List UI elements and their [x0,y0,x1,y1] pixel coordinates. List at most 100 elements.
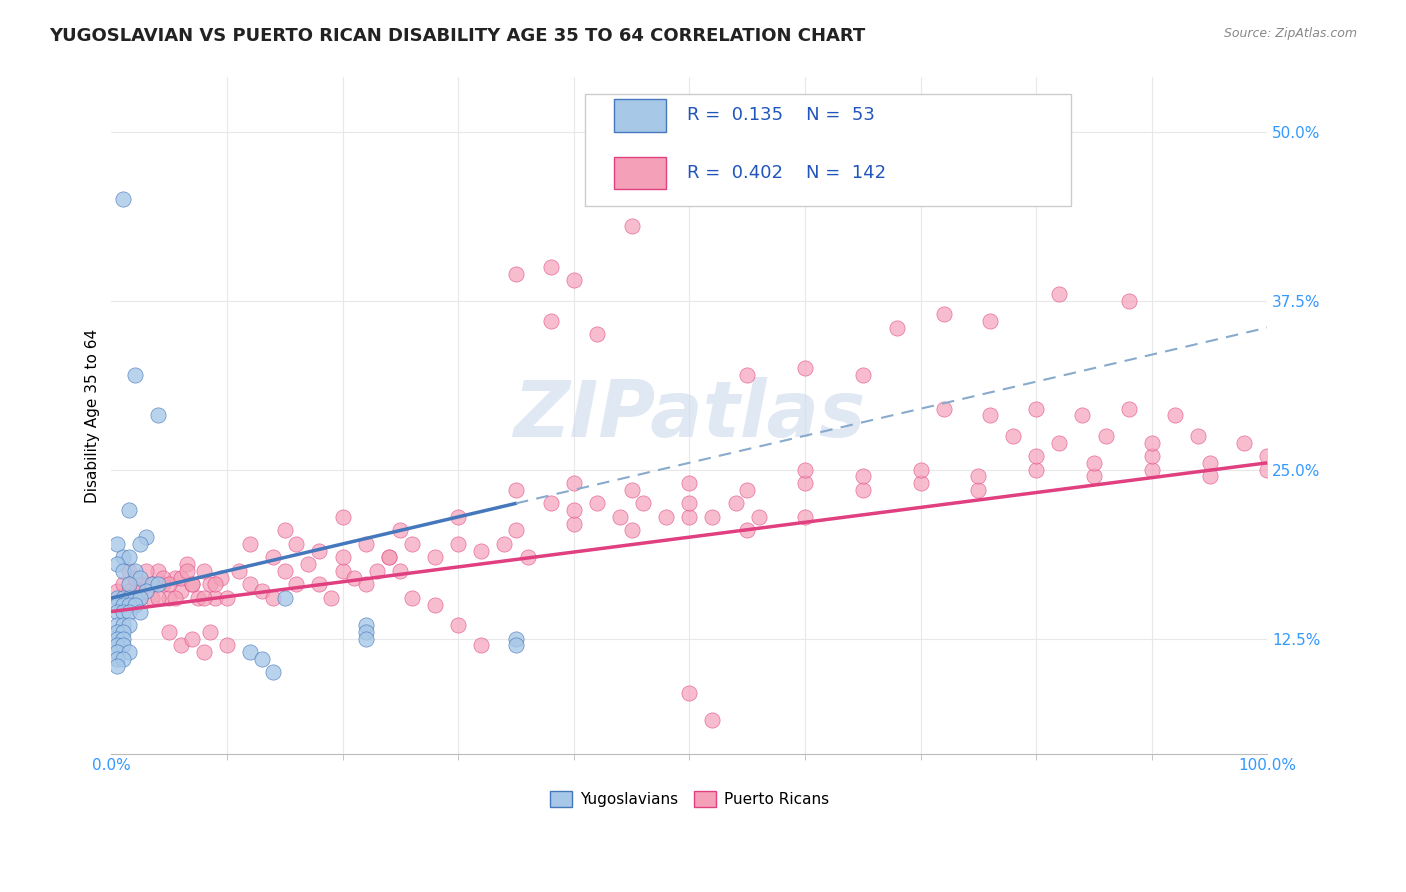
Point [910,476,932,491]
Point [105,558,128,572]
Point [163,571,186,585]
Point [105,537,128,551]
Point [105,584,128,599]
Point [1002,429,1025,443]
Point [129,537,152,551]
Point [118,564,141,578]
Point [1047,435,1070,450]
Point [111,564,134,578]
Point [105,618,128,632]
Point [187,591,209,605]
Point [447,618,470,632]
Point [157,577,180,591]
Point [505,524,527,538]
Point [494,537,516,551]
Point [105,658,128,673]
Point [181,577,204,591]
Point [135,584,157,599]
Point [274,564,297,578]
Point [111,598,134,612]
FancyBboxPatch shape [614,156,666,189]
Text: ZIPatlas: ZIPatlas [513,377,866,453]
Point [678,476,700,491]
Point [1025,401,1047,416]
Point [157,591,180,605]
Point [332,509,354,524]
Point [1118,293,1140,308]
Point [129,591,152,605]
Point [354,632,377,646]
Point [1140,435,1163,450]
Point [1025,449,1047,463]
FancyBboxPatch shape [585,95,1071,206]
Point [332,550,354,565]
Point [285,537,308,551]
Point [118,598,141,612]
Point [354,577,377,591]
Point [470,638,492,652]
Point [540,260,562,274]
Point [181,632,204,646]
Point [170,638,193,652]
Point [105,591,128,605]
Point [308,543,330,558]
Point [401,537,423,551]
Point [586,327,609,342]
Point [141,577,163,591]
Point [678,496,700,510]
Point [343,571,366,585]
Point [193,591,215,605]
Point [354,618,377,632]
Point [505,267,527,281]
Point [516,550,538,565]
Y-axis label: Disability Age 35 to 64: Disability Age 35 to 64 [86,328,100,502]
Point [702,509,724,524]
Point [105,652,128,666]
Text: R =  0.402    N =  142: R = 0.402 N = 142 [688,164,886,182]
Point [105,605,128,619]
Point [447,509,470,524]
Point [193,564,215,578]
Point [141,591,163,605]
Point [285,577,308,591]
Point [620,483,643,497]
Point [910,462,932,476]
Point [146,564,169,578]
Point [124,598,146,612]
Point [111,638,134,652]
Point [354,624,377,639]
Point [262,550,284,565]
Point [250,584,273,599]
Point [735,483,758,497]
Point [852,368,875,382]
Point [505,632,527,646]
Point [118,503,141,517]
Point [239,537,262,551]
Point [262,665,284,680]
Point [735,524,758,538]
Point [1164,409,1187,423]
Point [748,509,770,524]
Point [124,577,146,591]
Point [118,618,141,632]
Text: Source: ZipAtlas.com: Source: ZipAtlas.com [1223,27,1357,40]
Point [111,192,134,206]
Point [609,509,631,524]
Point [124,368,146,382]
Point [319,591,342,605]
Legend: Yugoslavians, Puerto Ricans: Yugoslavians, Puerto Ricans [544,785,835,814]
Point [170,584,193,599]
Point [118,591,141,605]
Point [852,483,875,497]
Point [250,652,273,666]
Point [620,219,643,234]
Point [678,686,700,700]
Point [932,401,955,416]
Point [111,591,134,605]
Point [124,591,146,605]
Point [118,645,141,659]
Point [204,591,226,605]
Point [111,618,134,632]
Point [540,314,562,328]
Point [967,469,990,483]
